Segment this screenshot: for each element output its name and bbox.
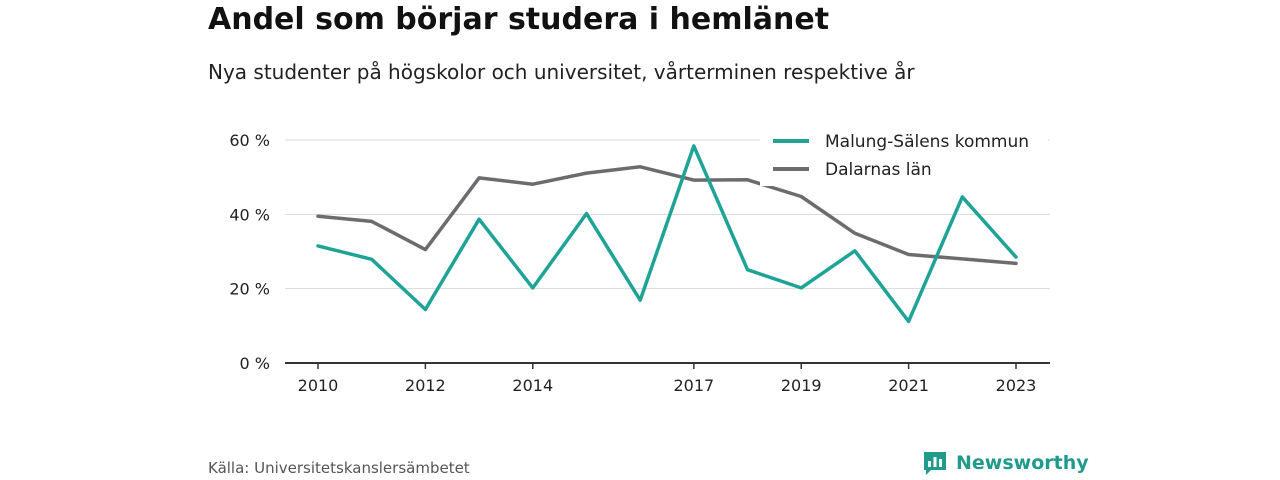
- series-line-malung-salens: [316, 144, 1018, 324]
- bar-chart-icon: [924, 452, 946, 475]
- legend-label: Malung-Sälens kommun: [825, 132, 1029, 152]
- brand-name: Newsworthy: [956, 452, 1089, 474]
- x-tick-label: 2012: [405, 376, 446, 395]
- chart-title: Andel som börjar studera i hemlänet: [208, 2, 830, 37]
- y-tick-label: 20 %: [229, 280, 270, 299]
- axes: 0 % 20 % 40 % 60 % 2010 2012 2014 2017 2019 2021 2…: [229, 131, 1050, 395]
- y-tick-label: 40 %: [229, 205, 270, 224]
- source-note: Källa: Universitetskanslersämbetet: [208, 459, 470, 477]
- x-tick-label: 2017: [673, 376, 714, 395]
- x-tick-label: 2010: [298, 376, 339, 395]
- legend-label: Dalarnas län: [825, 160, 932, 180]
- legend: Malung-Sälens kommun Dalarnas län: [760, 128, 1048, 186]
- chart-subtitle: Nya studenter på högskolor och universit…: [208, 60, 915, 84]
- series-line-dalarnas-lan: [316, 165, 1018, 266]
- y-tick-label: 60 %: [229, 131, 270, 150]
- x-tick-label: 2019: [781, 376, 822, 395]
- x-tick-label: 2021: [888, 376, 929, 395]
- series-lines: [316, 144, 1018, 324]
- x-tick-label: 2023: [996, 376, 1037, 395]
- x-tick-label: 2014: [512, 376, 553, 395]
- brand-logo: Newsworthy: [922, 450, 1089, 476]
- y-tick-label: 0 %: [240, 354, 270, 373]
- legend-background: [760, 128, 1048, 186]
